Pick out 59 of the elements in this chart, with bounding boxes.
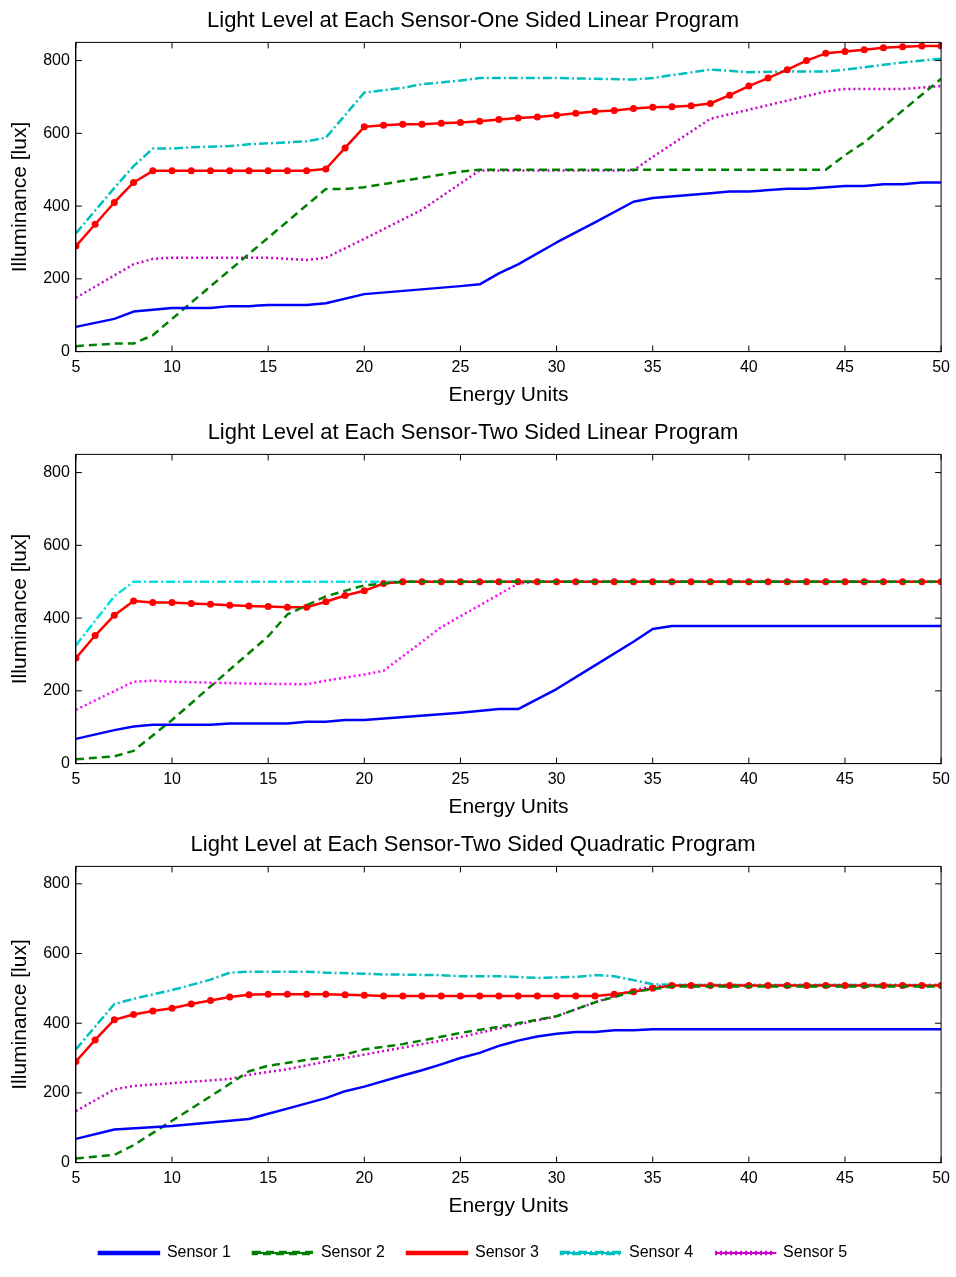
- legend-label: Sensor 3: [474, 1243, 540, 1261]
- x-tick-label: 35: [643, 357, 662, 375]
- chart-title: Light Level at Each Sensor-One Sided Linear Program: [207, 7, 739, 33]
- legend-label: Sensor 5: [783, 1243, 848, 1261]
- x-tick-label: 35: [643, 1168, 662, 1186]
- x-axis-title: Energy Units: [448, 1193, 569, 1217]
- x-tick-label: 35: [643, 769, 662, 787]
- y-tick-label: 800: [43, 462, 70, 480]
- chart-title: Light Level at Each Sensor-Two Sided Quadratic Program: [190, 831, 756, 857]
- x-tick-label: 25: [451, 1168, 470, 1186]
- y-tick-label: 200: [43, 1083, 70, 1101]
- x-tick-label: 10: [163, 769, 182, 787]
- legend-label: Sensor 2: [320, 1243, 386, 1261]
- legend-label: Sensor 1: [166, 1243, 232, 1261]
- y-tick-label: 0: [60, 754, 70, 772]
- x-tick-label: 30: [547, 769, 566, 787]
- y-tick-label: 600: [43, 943, 70, 961]
- y-axis-title: Illuminance [lux]: [7, 939, 31, 1090]
- x-tick-label: 50: [932, 1168, 951, 1186]
- x-tick-label: 25: [451, 357, 470, 375]
- y-tick-label: 600: [43, 535, 70, 553]
- y-tick-label: 400: [43, 608, 70, 626]
- x-tick-label: 25: [451, 769, 470, 787]
- x-tick-label: 15: [259, 769, 278, 787]
- x-tick-label: 10: [163, 357, 182, 375]
- x-axis-title: Energy Units: [448, 382, 569, 406]
- y-axis-title: Illuminance [lux]: [7, 533, 31, 685]
- x-tick-label: 15: [259, 1168, 278, 1186]
- chart-title: Light Level at Each Sensor-Two Sided Linear Program: [207, 419, 739, 445]
- x-tick-label: 5: [71, 769, 81, 787]
- x-tick-label: 10: [163, 1168, 182, 1186]
- x-tick-label: 30: [547, 357, 566, 375]
- y-tick-label: 200: [43, 681, 70, 699]
- y-tick-label: 800: [43, 50, 70, 68]
- x-tick-label: 20: [355, 357, 374, 375]
- x-tick-label: 50: [932, 769, 951, 787]
- x-tick-label: 5: [71, 357, 81, 375]
- x-tick-label: 45: [836, 1168, 854, 1186]
- x-tick-label: 40: [739, 1168, 758, 1186]
- x-tick-label: 30: [547, 1168, 566, 1186]
- legend-label: Sensor 4: [629, 1243, 694, 1261]
- x-tick-label: 20: [355, 1168, 374, 1186]
- y-tick-label: 400: [43, 1013, 70, 1031]
- y-tick-label: 0: [60, 342, 70, 360]
- y-tick-label: 600: [43, 123, 70, 141]
- x-tick-label: 5: [71, 1168, 81, 1186]
- x-tick-label: 20: [355, 769, 374, 787]
- x-tick-label: 40: [739, 357, 758, 375]
- y-tick-label: 800: [43, 874, 70, 892]
- y-tick-label: 200: [43, 269, 70, 287]
- x-axis-title: Energy Units: [448, 794, 569, 818]
- x-tick-label: 50: [932, 357, 951, 375]
- y-tick-label: 400: [43, 196, 70, 214]
- x-tick-label: 15: [259, 357, 278, 375]
- y-tick-label: 0: [60, 1153, 70, 1171]
- x-tick-label: 40: [739, 769, 758, 787]
- x-tick-label: 45: [836, 357, 854, 375]
- y-axis-title: Illuminance [lux]: [7, 121, 31, 273]
- x-tick-label: 45: [836, 769, 854, 787]
